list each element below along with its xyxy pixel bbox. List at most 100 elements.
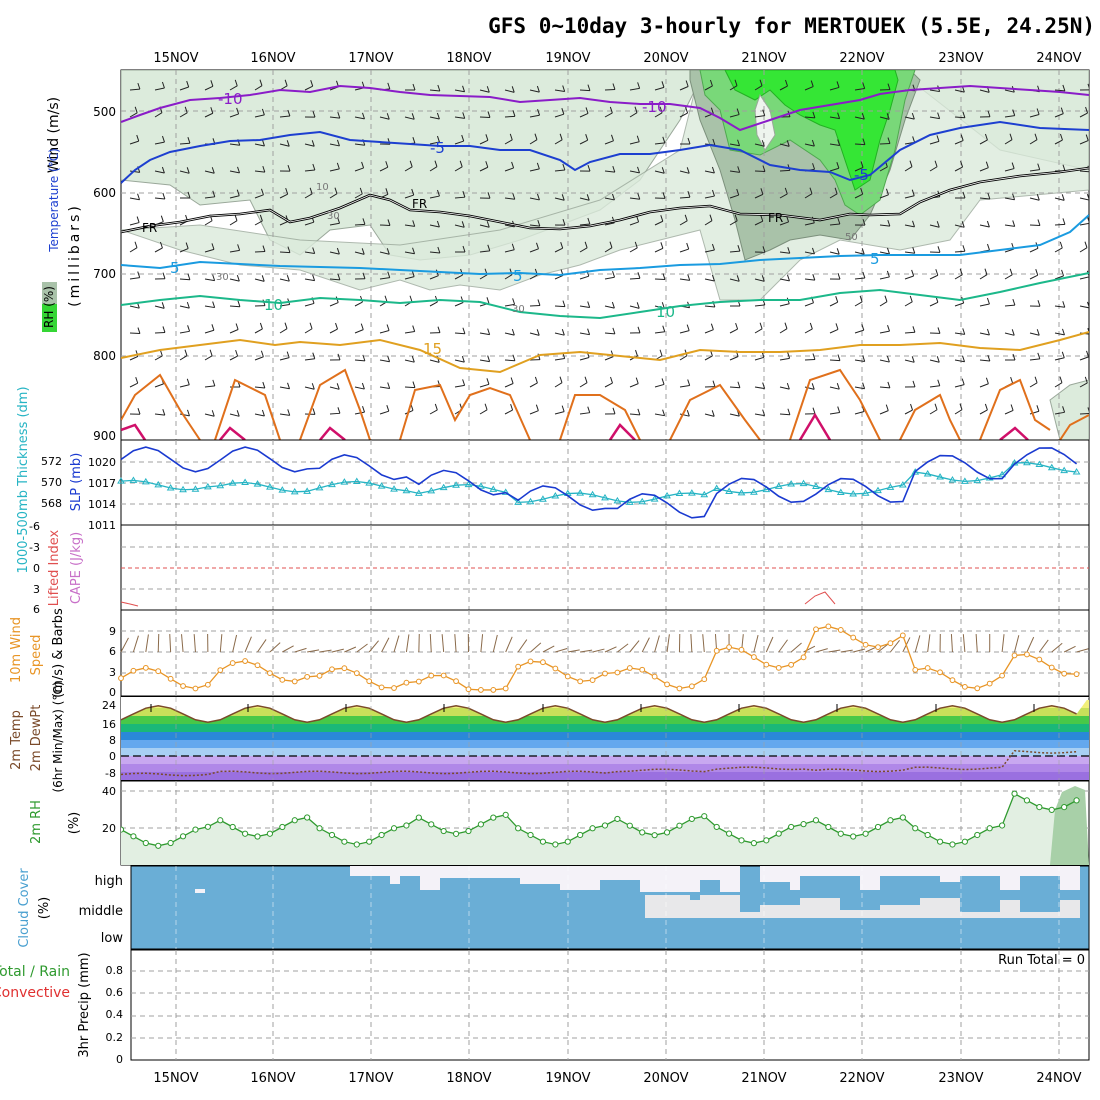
wind-barb	[779, 193, 788, 199]
wind-barb	[1004, 89, 1015, 93]
wind-barb-flag	[1035, 269, 1039, 276]
wind-barb	[754, 143, 765, 147]
thick-tick-570: 570	[41, 476, 62, 489]
wind-barb	[454, 140, 464, 145]
wind-barb	[554, 382, 563, 388]
wind-speed-marker	[229, 660, 236, 666]
wind-barb-flag	[886, 247, 890, 255]
wind-barb-flag	[186, 80, 190, 88]
wind-barb-flag	[236, 274, 240, 282]
label-minus10-a: -10	[218, 90, 243, 108]
rh2m-marker	[515, 825, 522, 832]
thickness-marker	[328, 480, 336, 488]
rh2m-marker	[366, 838, 373, 845]
wind-speed-marker	[180, 683, 186, 689]
wind-barb-flag	[686, 242, 690, 250]
wind-barb-flag	[184, 106, 188, 113]
wind-barb-flag	[711, 243, 715, 251]
wind-barb-flag	[762, 165, 766, 172]
wind-speed-marker	[254, 662, 261, 669]
thickness-marker	[787, 480, 796, 487]
wind-barb	[129, 88, 140, 91]
wind10-barb	[654, 635, 660, 653]
wind-barb	[179, 248, 189, 253]
bottom-date-label: 19NOV	[545, 1071, 590, 1086]
label-minus5-a: -5	[430, 139, 445, 157]
wind-barb-flag	[286, 351, 290, 358]
wind-barb	[979, 89, 990, 93]
cloud-panel: high middle low Cloud Cover (%)	[17, 865, 1090, 950]
rh-tick-40: 40	[102, 785, 116, 798]
label-5-b: 5	[513, 267, 523, 285]
wind-barb-flag	[162, 272, 166, 279]
wind-barb	[979, 274, 988, 280]
wind-barb	[254, 413, 265, 417]
wind-speed-marker	[937, 669, 943, 676]
rh2m-marker	[564, 838, 571, 845]
wind-barb-flag	[887, 137, 891, 144]
wind-barb	[304, 302, 315, 307]
wind-barb	[529, 248, 539, 253]
wind-barb-flag	[437, 246, 441, 254]
wind-speed-marker	[626, 665, 633, 671]
slp-tick-1020: 1020	[88, 456, 116, 469]
wind-barb	[879, 194, 889, 199]
wind-barb-flag	[987, 243, 990, 251]
wind-barb-flag	[162, 135, 165, 143]
wind10-barb	[530, 642, 542, 653]
thickness-marker	[712, 484, 721, 491]
wind-barb	[729, 194, 739, 199]
wind-barb	[479, 224, 490, 228]
wind-barb	[279, 251, 290, 254]
rh2m-marker	[452, 830, 460, 837]
wind-barb-flag	[487, 244, 491, 251]
wind-barb-flag	[912, 247, 916, 254]
wind-barb-flag	[512, 193, 516, 200]
wind-barb-flag	[462, 379, 466, 386]
wind-barb	[1079, 247, 1088, 253]
wind-speed-marker	[651, 673, 658, 680]
wind-barb	[554, 113, 564, 118]
wind-barb	[254, 85, 263, 91]
wind-tick-6: 6	[109, 645, 116, 658]
wind-barb	[479, 409, 488, 415]
rh2m-marker	[378, 831, 385, 839]
wind-barb	[829, 359, 840, 362]
rh2m-marker	[142, 839, 149, 847]
label-2m-temp: 2m Temp	[9, 710, 24, 770]
wind-barb	[879, 251, 890, 255]
wind-barb-flag	[585, 107, 589, 114]
wind-barb	[929, 409, 938, 415]
wind-barb	[604, 140, 614, 145]
wind-barb-flag	[937, 246, 941, 253]
wind-barb	[129, 170, 140, 173]
wind-barb-flag	[1012, 220, 1016, 227]
run-total: Run Total = 0	[998, 953, 1085, 968]
wind-barb-flag	[411, 356, 415, 363]
wind-barb-flag	[812, 163, 816, 170]
wind-barb-flag	[184, 349, 188, 356]
rh2m-marker	[577, 831, 584, 839]
wind-barb-flag	[387, 355, 391, 362]
rh2m-marker	[403, 822, 410, 829]
wind-barb-flag	[887, 325, 890, 332]
thickness-marker	[960, 477, 969, 484]
wind-barb-flag	[736, 108, 740, 115]
wind-barb	[629, 221, 639, 226]
rh2m-marker	[626, 822, 633, 829]
thickness-marker	[1023, 458, 1031, 466]
li-tick-m3: -3	[29, 541, 40, 554]
thickness-marker	[402, 486, 411, 494]
wind-barb-flag	[310, 80, 314, 87]
wind-barb-flag	[436, 112, 440, 120]
wind-barb-flag	[862, 355, 866, 362]
contour-minus5	[121, 120, 1089, 184]
thickness-marker	[489, 485, 498, 492]
wind-barb-flag	[287, 382, 291, 389]
thickness-marker	[824, 485, 833, 493]
wind-barb-flag	[261, 409, 265, 417]
wind-barb	[429, 359, 440, 363]
label-15: 15	[423, 340, 442, 358]
wind-barb-flag	[712, 380, 716, 387]
wind-barb-flag	[362, 218, 366, 225]
